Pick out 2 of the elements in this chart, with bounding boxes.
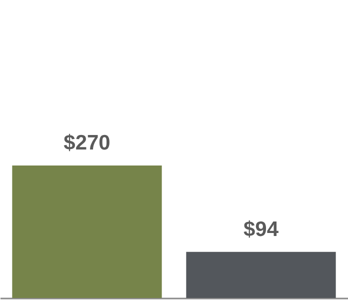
data-label: $94: [243, 218, 279, 241]
data-label: $270: [64, 132, 110, 155]
